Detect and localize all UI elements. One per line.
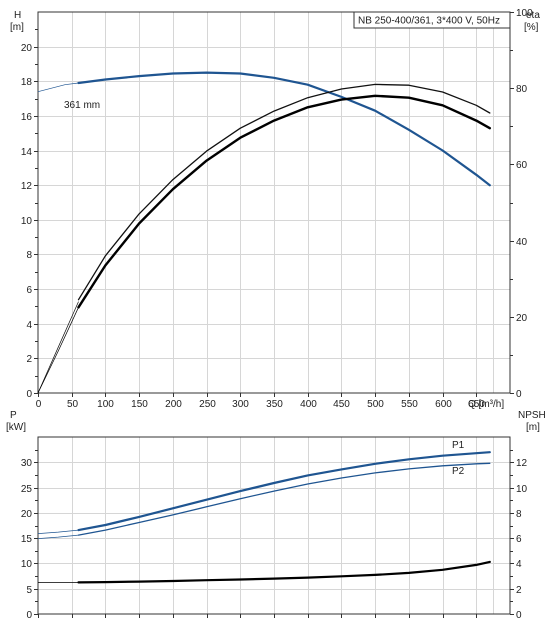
top-left-tick-label-0: 0 [26,389,32,400]
top-left-tick-label-7: 14 [21,147,33,158]
top-left-tick-label-4: 8 [26,250,32,261]
top-x-tick-label-4: 200 [165,399,182,410]
top-left-tick-label-9: 18 [21,77,33,88]
top-left-axis-label-2: [m] [10,22,24,33]
bottom-series-p2-line [77,462,491,536]
bottom-left-tick-label-5: 25 [21,484,33,495]
top-right-axis-label-1: eta [526,10,540,21]
top-right-tick-label-5: 100 [516,8,533,19]
top-x-tick-label-5: 250 [199,399,216,410]
top-x-tick-label-6: 300 [232,399,249,410]
top-series-eta_thin-line [77,83,491,301]
bottom-left-tick-label-0: 0 [26,610,32,621]
top-x-tick-label-3: 150 [131,399,148,410]
top-x-tick-label-8: 400 [300,399,317,410]
head-curve-label: 361 mm [64,100,100,111]
top-left-tick-label-2: 4 [26,320,32,331]
bottom-right-tick-label-2: 4 [516,559,522,570]
top-x-tick-label-13: 650 [468,399,485,410]
top-series-head-extrapolation [37,82,79,93]
bottom-series-npsh-line [77,560,491,584]
top-left-tick-label-10: 20 [21,43,33,54]
top-left-tick-label-1: 2 [26,354,32,365]
bottom-left-tick-label-3: 15 [21,534,33,545]
bottom-ticks: 0 5 10 15 20 25 30 0 2 4 6 8 10 12 [21,450,528,621]
top-series-eta_thin-extrapolation [37,301,79,394]
p2-curve-label: P2 [452,466,465,477]
top-left-tick-label-8: 16 [21,112,33,123]
top-right-axis-label-2: [%] [524,22,539,33]
top-left-tick-label-3: 6 [26,285,32,296]
bottom-right-tick-label-6: 12 [516,458,528,469]
top-right-tick-label-2: 40 [516,237,528,248]
top-grid [38,12,510,393]
top-right-tick-label-4: 80 [516,84,528,95]
top-x-tick-label-0: 0 [36,399,42,410]
bottom-series-p1-line [77,451,491,532]
bottom-right-axis-label-1: NPSH [518,410,546,421]
top-series-head-line [77,71,491,187]
top-left-tick-label-5: 10 [21,216,33,227]
bottom-right-axis-label-2: [m] [526,422,540,433]
bottom-series [37,451,491,584]
bottom-right-tick-label-1: 2 [516,585,522,596]
bottom-left-tick-label-1: 5 [26,585,32,596]
bottom-left-tick-label-4: 20 [21,509,33,520]
bottom-left-tick-label-2: 10 [21,559,33,570]
bottom-right-tick-label-5: 10 [516,484,528,495]
top-x-tick-label-2: 100 [97,399,114,410]
p1-curve-label: P1 [452,440,465,451]
top-x-tick-label-11: 550 [401,399,418,410]
top-left-axis-label-1: H [14,10,21,21]
bottom-panel: 0 5 10 15 20 25 30 0 2 4 6 8 10 12 P [kW] NPSH [m] P1… [6,410,546,621]
bottom-right-tick-label-3: 6 [516,534,522,545]
top-x-tick-label-7: 350 [266,399,283,410]
top-series-eta_thick-line [77,94,491,309]
top-left-tick-label-6: 12 [21,181,33,192]
top-right-tick-label-1: 20 [516,313,528,324]
top-x-tick-label-12: 600 [435,399,452,410]
top-right-tick-label-0: 0 [516,389,522,400]
bottom-left-axis-label-1: P [10,410,17,421]
bottom-right-tick-label-0: 0 [516,610,522,621]
bottom-series-p2-extrapolation [37,534,79,539]
bottom-series-p1-extrapolation [37,529,79,534]
top-series-eta_thick-extrapolation [37,307,79,394]
top-x-tick-label-10: 500 [367,399,384,410]
top-series [37,71,491,394]
bottom-left-axis-label-2: [kW] [6,422,26,433]
top-x-tick-label-1: 50 [67,399,79,410]
x-axis-label: Q [m³/h] [468,399,504,410]
bottom-right-tick-label-4: 8 [516,509,522,520]
top-right-tick-label-3: 60 [516,160,528,171]
chart-title: NB 250-400/361, 3*400 V, 50Hz [358,16,500,27]
bottom-left-tick-label-6: 30 [21,458,33,469]
chart-title-box [353,11,511,29]
top-x-tick-label-9: 450 [333,399,350,410]
bottom-grid [38,437,510,614]
